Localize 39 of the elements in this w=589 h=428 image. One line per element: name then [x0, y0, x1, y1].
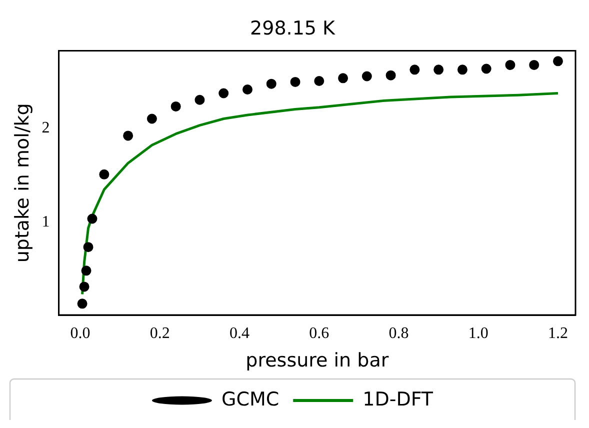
point — [290, 76, 300, 87]
point — [529, 60, 540, 70]
point — [242, 84, 252, 94]
y-tick-label: 1 — [42, 214, 50, 231]
point — [434, 64, 444, 75]
x-axis-title: pressure in bar — [246, 350, 389, 372]
point — [123, 130, 134, 141]
legend-label: GCMC — [221, 388, 280, 410]
legend-label: 1D-DFT — [362, 388, 434, 410]
chart-title: 298.15 K — [250, 17, 336, 40]
point — [77, 298, 88, 309]
y-tick-label: 2 — [42, 119, 50, 136]
x-tick-label: 0.0 — [70, 324, 90, 342]
point — [83, 242, 94, 252]
x-tick-label: 0.6 — [309, 324, 330, 342]
x-tick-label: 0.8 — [388, 324, 409, 342]
point — [362, 71, 372, 82]
point — [218, 88, 229, 98]
point — [79, 282, 90, 292]
point — [481, 64, 492, 74]
point — [386, 70, 396, 80]
point — [194, 94, 205, 105]
x-tick-label: 0.4 — [230, 324, 250, 342]
point — [87, 214, 98, 224]
point — [266, 78, 276, 89]
x-tick-label: 1.2 — [548, 324, 568, 342]
point — [410, 64, 420, 75]
point — [552, 56, 563, 66]
point — [505, 60, 516, 70]
point — [99, 169, 110, 180]
point — [338, 73, 348, 84]
point — [457, 64, 468, 75]
point — [170, 101, 181, 112]
x-tick-label: 0.2 — [150, 324, 170, 342]
point — [314, 76, 324, 86]
x-tick-label: 1.0 — [468, 324, 488, 342]
point — [146, 114, 157, 124]
y-axis-title: uptake in mol/kg — [11, 103, 34, 263]
point — [81, 266, 92, 276]
